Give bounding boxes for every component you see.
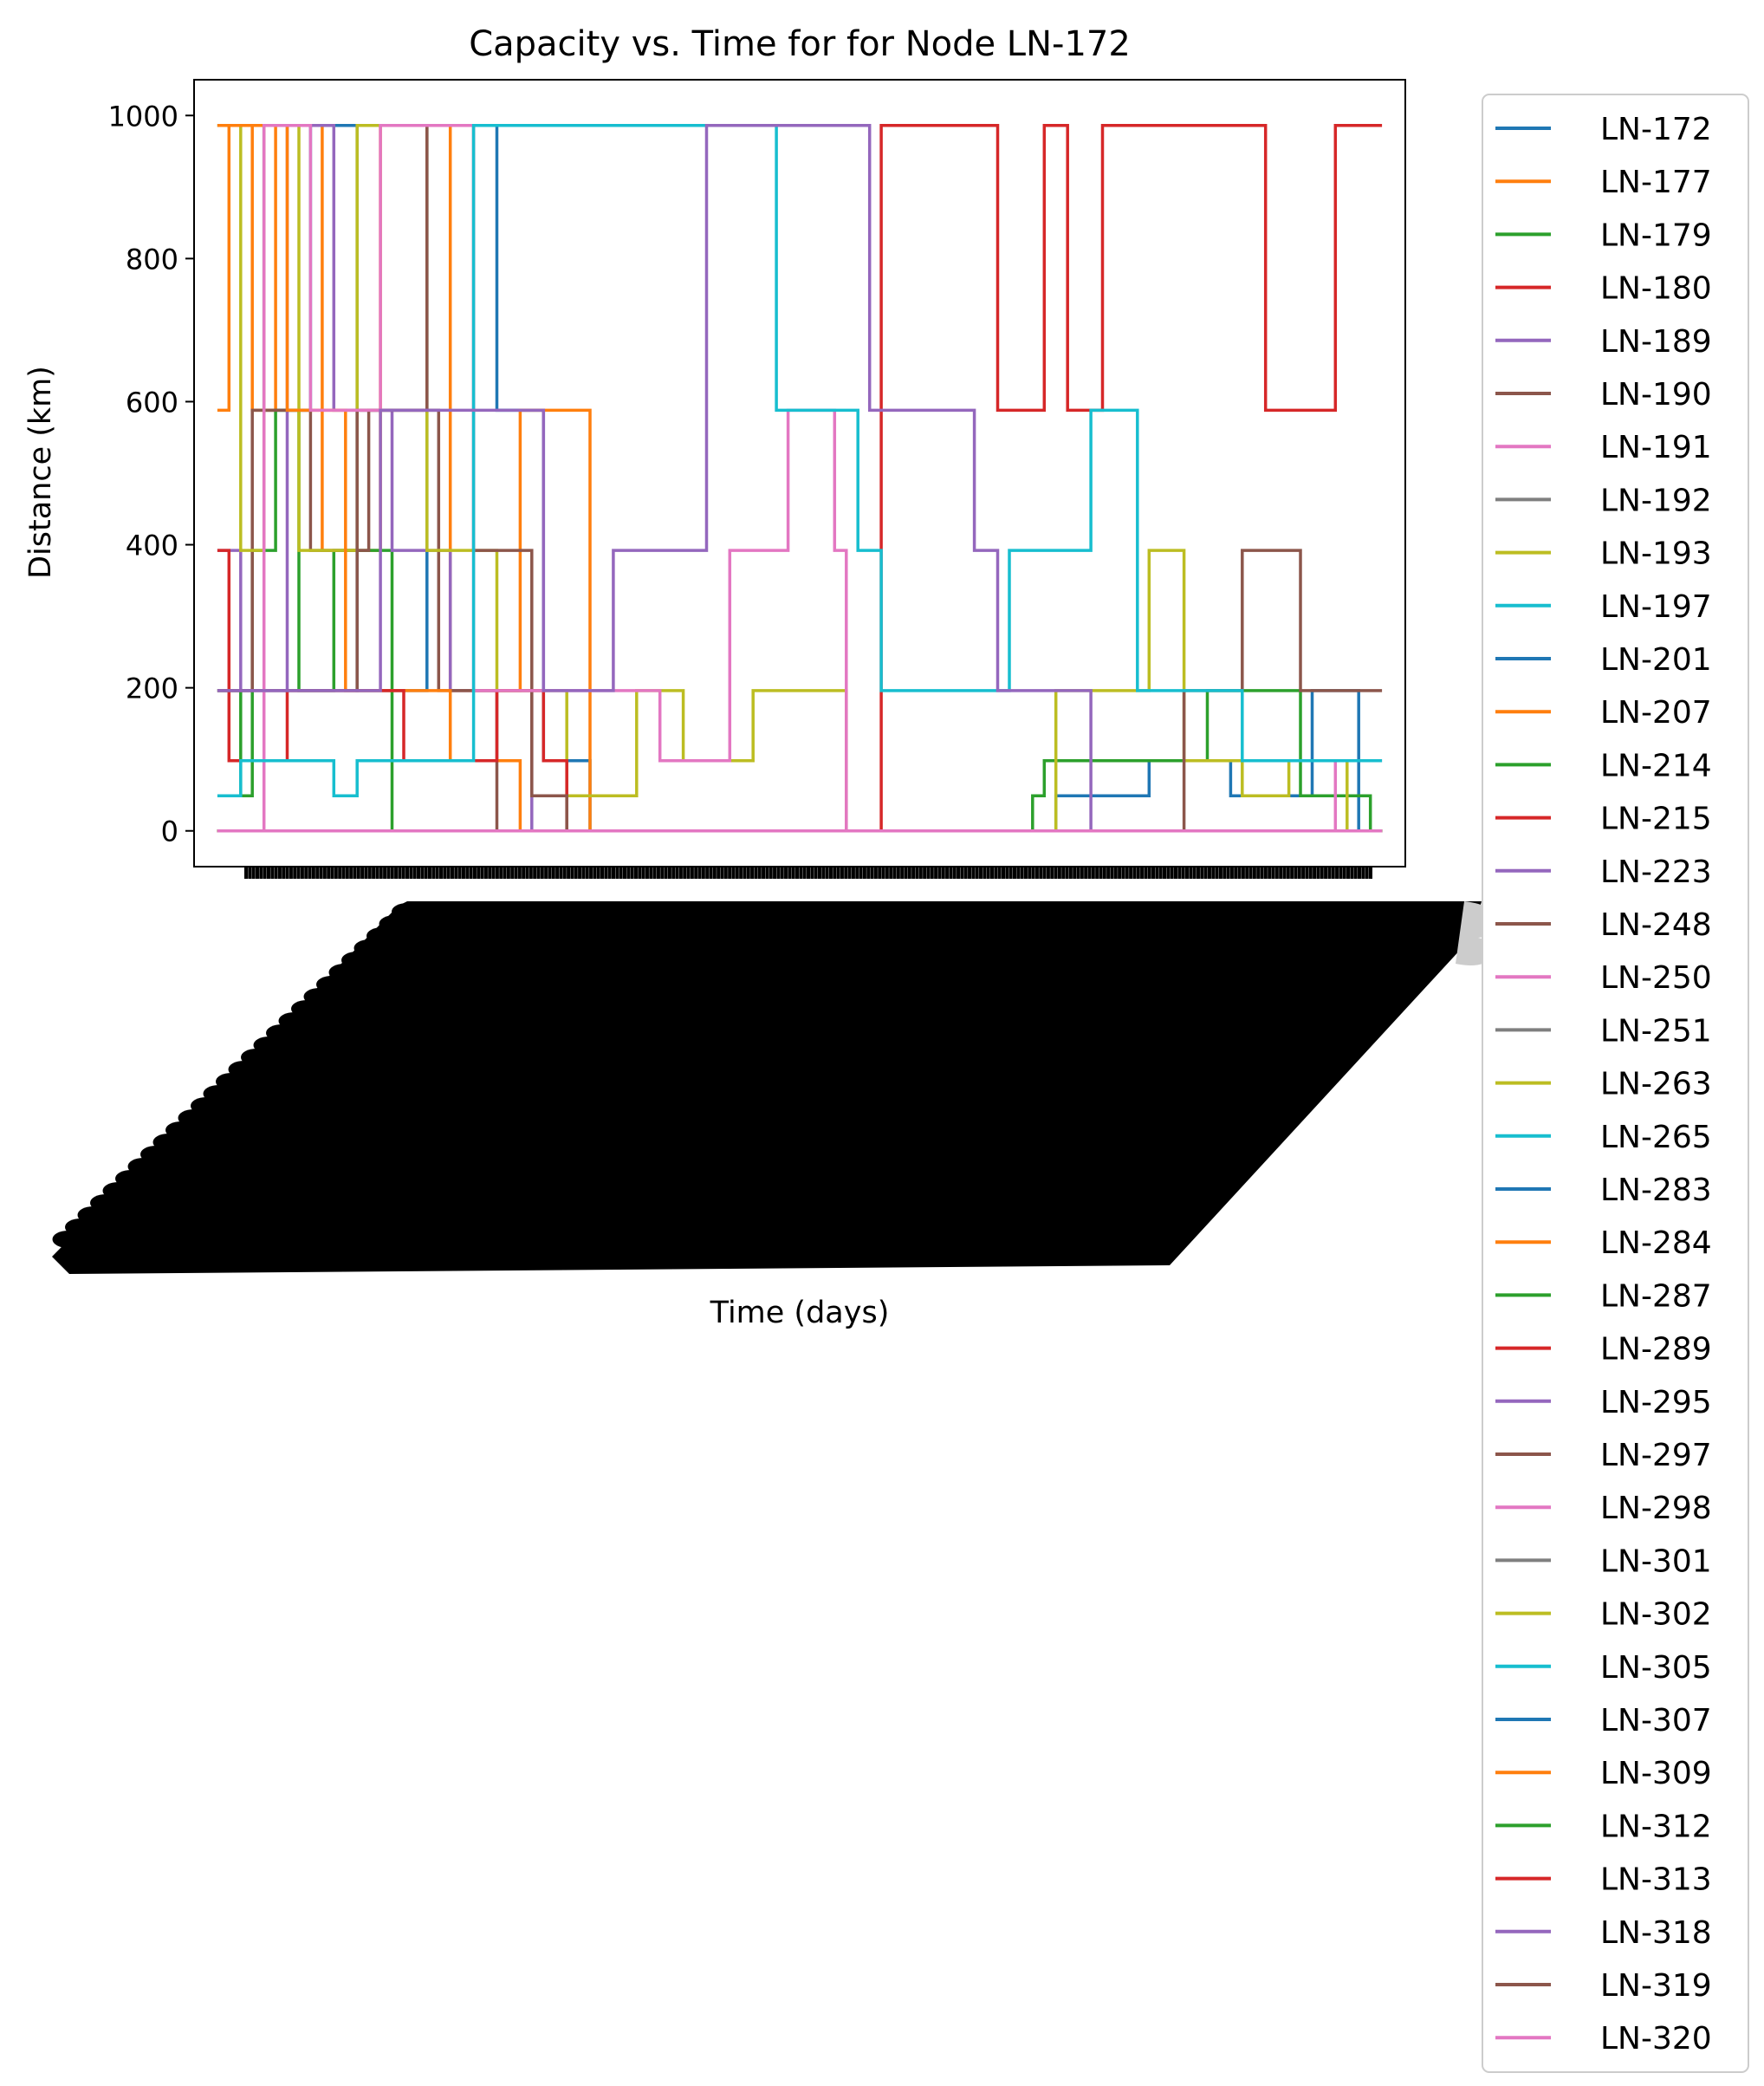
legend-label-ln-207: LN-207 [1600,695,1712,731]
series-line-ln-318 [217,124,1383,833]
series-line-ln-180 [217,124,1383,833]
legend-label-ln-318: LN-318 [1600,1915,1712,1951]
series-line-ln-305 [217,124,1383,798]
plot-area [193,79,1406,868]
legend-label-ln-287: LN-287 [1600,1278,1712,1314]
legend-label-ln-283: LN-283 [1600,1173,1712,1208]
x-tick-labels [52,901,1495,1274]
legend-label-ln-319: LN-319 [1600,1968,1712,2004]
legend-label-ln-302: LN-302 [1600,1597,1712,1633]
y-tick-label-3: 600 [126,386,178,419]
y-tick-label-0: 0 [161,816,178,848]
series-line-ln-297 [217,549,1383,833]
legend-label-ln-251: LN-251 [1600,1013,1712,1049]
legend-label-ln-179: LN-179 [1600,218,1712,253]
x-axis-label: Time (days) [710,1296,890,1330]
x-axis [244,867,1372,879]
legend-label-ln-289: LN-289 [1600,1332,1712,1368]
legend-label-ln-214: LN-214 [1600,748,1712,783]
series-layer [217,124,1383,833]
x-tick-label-edge [52,1231,84,1248]
legend-label-ln-177: LN-177 [1600,165,1712,200]
legend-label-ln-298: LN-298 [1600,1491,1712,1526]
legend: LN-172 LN-177 LN-179 LN-180 LN-189 LN-190 LN-1… [1482,94,1749,2073]
legend-label-ln-312: LN-312 [1600,1809,1712,1844]
y-tick-label-5: 1000 [108,100,178,133]
legend-label-ln-248: LN-248 [1600,907,1712,943]
legend-label-ln-191: LN-191 [1600,430,1712,465]
legend-label-ln-284: LN-284 [1600,1225,1712,1261]
legend-label-ln-297: LN-297 [1600,1438,1712,1473]
legend-label-ln-192: LN-192 [1600,483,1712,518]
legend-label-ln-190: LN-190 [1600,377,1712,413]
legend-label-ln-263: LN-263 [1600,1067,1712,1102]
legend-label-ln-201: LN-201 [1600,642,1712,678]
plot-frame [193,79,1406,868]
legend-label-ln-193: LN-193 [1600,536,1712,572]
y-tick-label-2: 400 [126,530,178,562]
chart-title: Capacity vs. Time for for Node LN-172 [469,24,1131,64]
legend-label-ln-180: LN-180 [1600,271,1712,307]
legend-label-ln-305: LN-305 [1600,1650,1712,1686]
legend-label-ln-197: LN-197 [1600,589,1712,625]
legend-label-ln-320: LN-320 [1600,2021,1712,2057]
legend-label-ln-301: LN-301 [1600,1543,1712,1579]
legend-label-ln-309: LN-309 [1600,1756,1712,1791]
y-tick-label-1: 200 [126,673,178,705]
series-line-ln-298 [217,124,1383,833]
legend-label-ln-215: LN-215 [1600,802,1712,837]
x-tick-labels-overplotted [52,901,1482,1274]
y-tick-label-4: 800 [126,243,178,276]
legend-label-ln-189: LN-189 [1600,324,1712,360]
y-axis-label: Distance (km) [23,366,58,579]
legend-label-ln-172: LN-172 [1600,112,1712,147]
legend-label-ln-307: LN-307 [1600,1703,1712,1738]
legend-label-ln-295: LN-295 [1600,1385,1712,1420]
legend-label-ln-223: LN-223 [1600,855,1712,890]
legend-label-ln-313: LN-313 [1600,1862,1712,1898]
legend-label-ln-250: LN-250 [1600,960,1712,996]
y-axis: 0 200 400 600 800 1000 [108,100,194,848]
legend-frame [1482,94,1749,2073]
legend-label-ln-265: LN-265 [1600,1120,1712,1155]
